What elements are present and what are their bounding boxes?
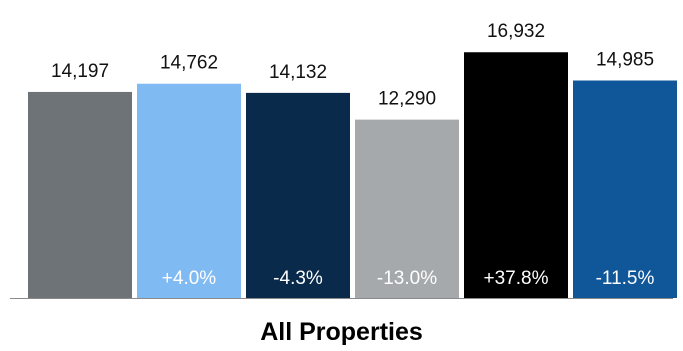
bar-value-label-6: 14,985: [596, 50, 654, 71]
bar-4: [355, 119, 459, 298]
bar-6: [573, 80, 677, 299]
bar-value-label-5: 16,932: [487, 21, 545, 42]
bar-change-label-4: -13.0%: [377, 268, 437, 289]
category-label: All Properties: [260, 318, 423, 346]
bar-2: [137, 83, 241, 298]
bar-value-label-2: 14,762: [160, 53, 218, 74]
bar-5: [464, 52, 568, 299]
bar-change-label-6: -11.5%: [596, 268, 655, 289]
bar-change-label-2: +4.0%: [162, 268, 217, 289]
bar-value-label-3: 14,132: [269, 62, 327, 83]
bar-1: [28, 91, 132, 298]
bar-change-label-5: +37.8%: [484, 268, 549, 289]
bar-value-label-1: 14,197: [51, 61, 109, 82]
bar-change-label-3: -4.3%: [273, 268, 323, 289]
bar-3: [246, 92, 350, 298]
bar-value-label-4: 12,290: [378, 89, 436, 110]
